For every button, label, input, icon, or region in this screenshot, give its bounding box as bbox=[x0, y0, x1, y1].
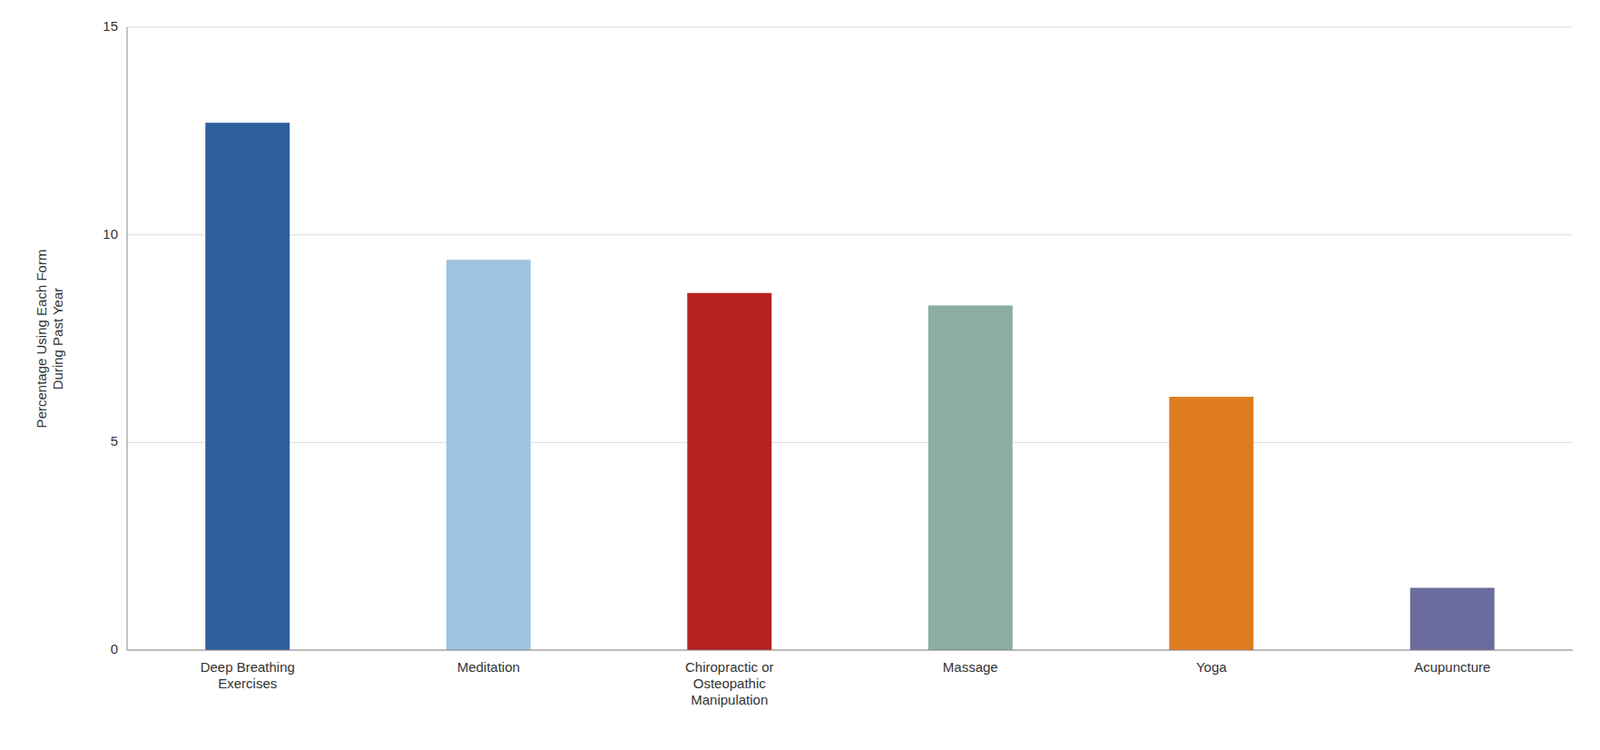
x-tick-label: Acupuncture bbox=[1413, 658, 1491, 675]
bar bbox=[205, 122, 290, 650]
text-line: Massage bbox=[942, 658, 999, 675]
y-tick-label: 5 bbox=[110, 432, 118, 449]
x-tick-label: Massage bbox=[942, 658, 999, 675]
bar bbox=[928, 304, 1013, 650]
y-tick-label: 15 bbox=[102, 18, 118, 34]
bar bbox=[687, 293, 772, 650]
y-axis-line bbox=[127, 27, 128, 650]
text-line: Osteopathic bbox=[693, 675, 767, 691]
text-line: Manipulation bbox=[690, 691, 768, 707]
text-line: Deep Breathing bbox=[200, 658, 295, 675]
text-line: Yoga bbox=[1196, 658, 1227, 675]
text-line: Meditation bbox=[457, 658, 521, 675]
grid-line bbox=[127, 27, 1573, 29]
text-line: Acupuncture bbox=[1413, 658, 1491, 675]
chart-container: 0 5 10 15 Percentage Using Each FormDuring P… bbox=[0, 0, 1600, 750]
y-tick-label: 10 bbox=[102, 225, 118, 242]
x-axis: Deep BreathingExercises Meditation Chiropr… bbox=[127, 649, 1573, 707]
text-line: Chiropractic or bbox=[685, 658, 775, 675]
bar bbox=[1168, 396, 1254, 650]
y-grid bbox=[127, 27, 1573, 650]
y-axis: 0 5 10 15 bbox=[102, 18, 128, 657]
x-tick-label: Meditation bbox=[457, 658, 521, 675]
bar bbox=[1410, 587, 1495, 650]
text-line: During Past Year bbox=[49, 287, 66, 391]
grid-line bbox=[127, 441, 1573, 443]
bar bbox=[446, 259, 531, 650]
x-tick-label: Yoga bbox=[1196, 658, 1227, 675]
y-axis-label: Percentage Using Each FormDuring Past Ye… bbox=[33, 249, 66, 429]
y-tick-label: 0 bbox=[110, 640, 118, 657]
x-tick-label: Chiropractic orOsteopathicManipulation bbox=[685, 658, 775, 707]
text-line: Percentage Using Each Form bbox=[33, 249, 50, 429]
grid-line bbox=[127, 234, 1573, 236]
grid-line bbox=[127, 649, 1573, 651]
x-tick-label: Deep BreathingExercises bbox=[200, 658, 295, 691]
x-axis-line bbox=[127, 649, 1573, 651]
chart-svg: 0 5 10 15 Percentage Using Each FormDuring P… bbox=[0, 0, 1600, 750]
text-line: Exercises bbox=[217, 675, 277, 691]
bars bbox=[205, 122, 1494, 650]
